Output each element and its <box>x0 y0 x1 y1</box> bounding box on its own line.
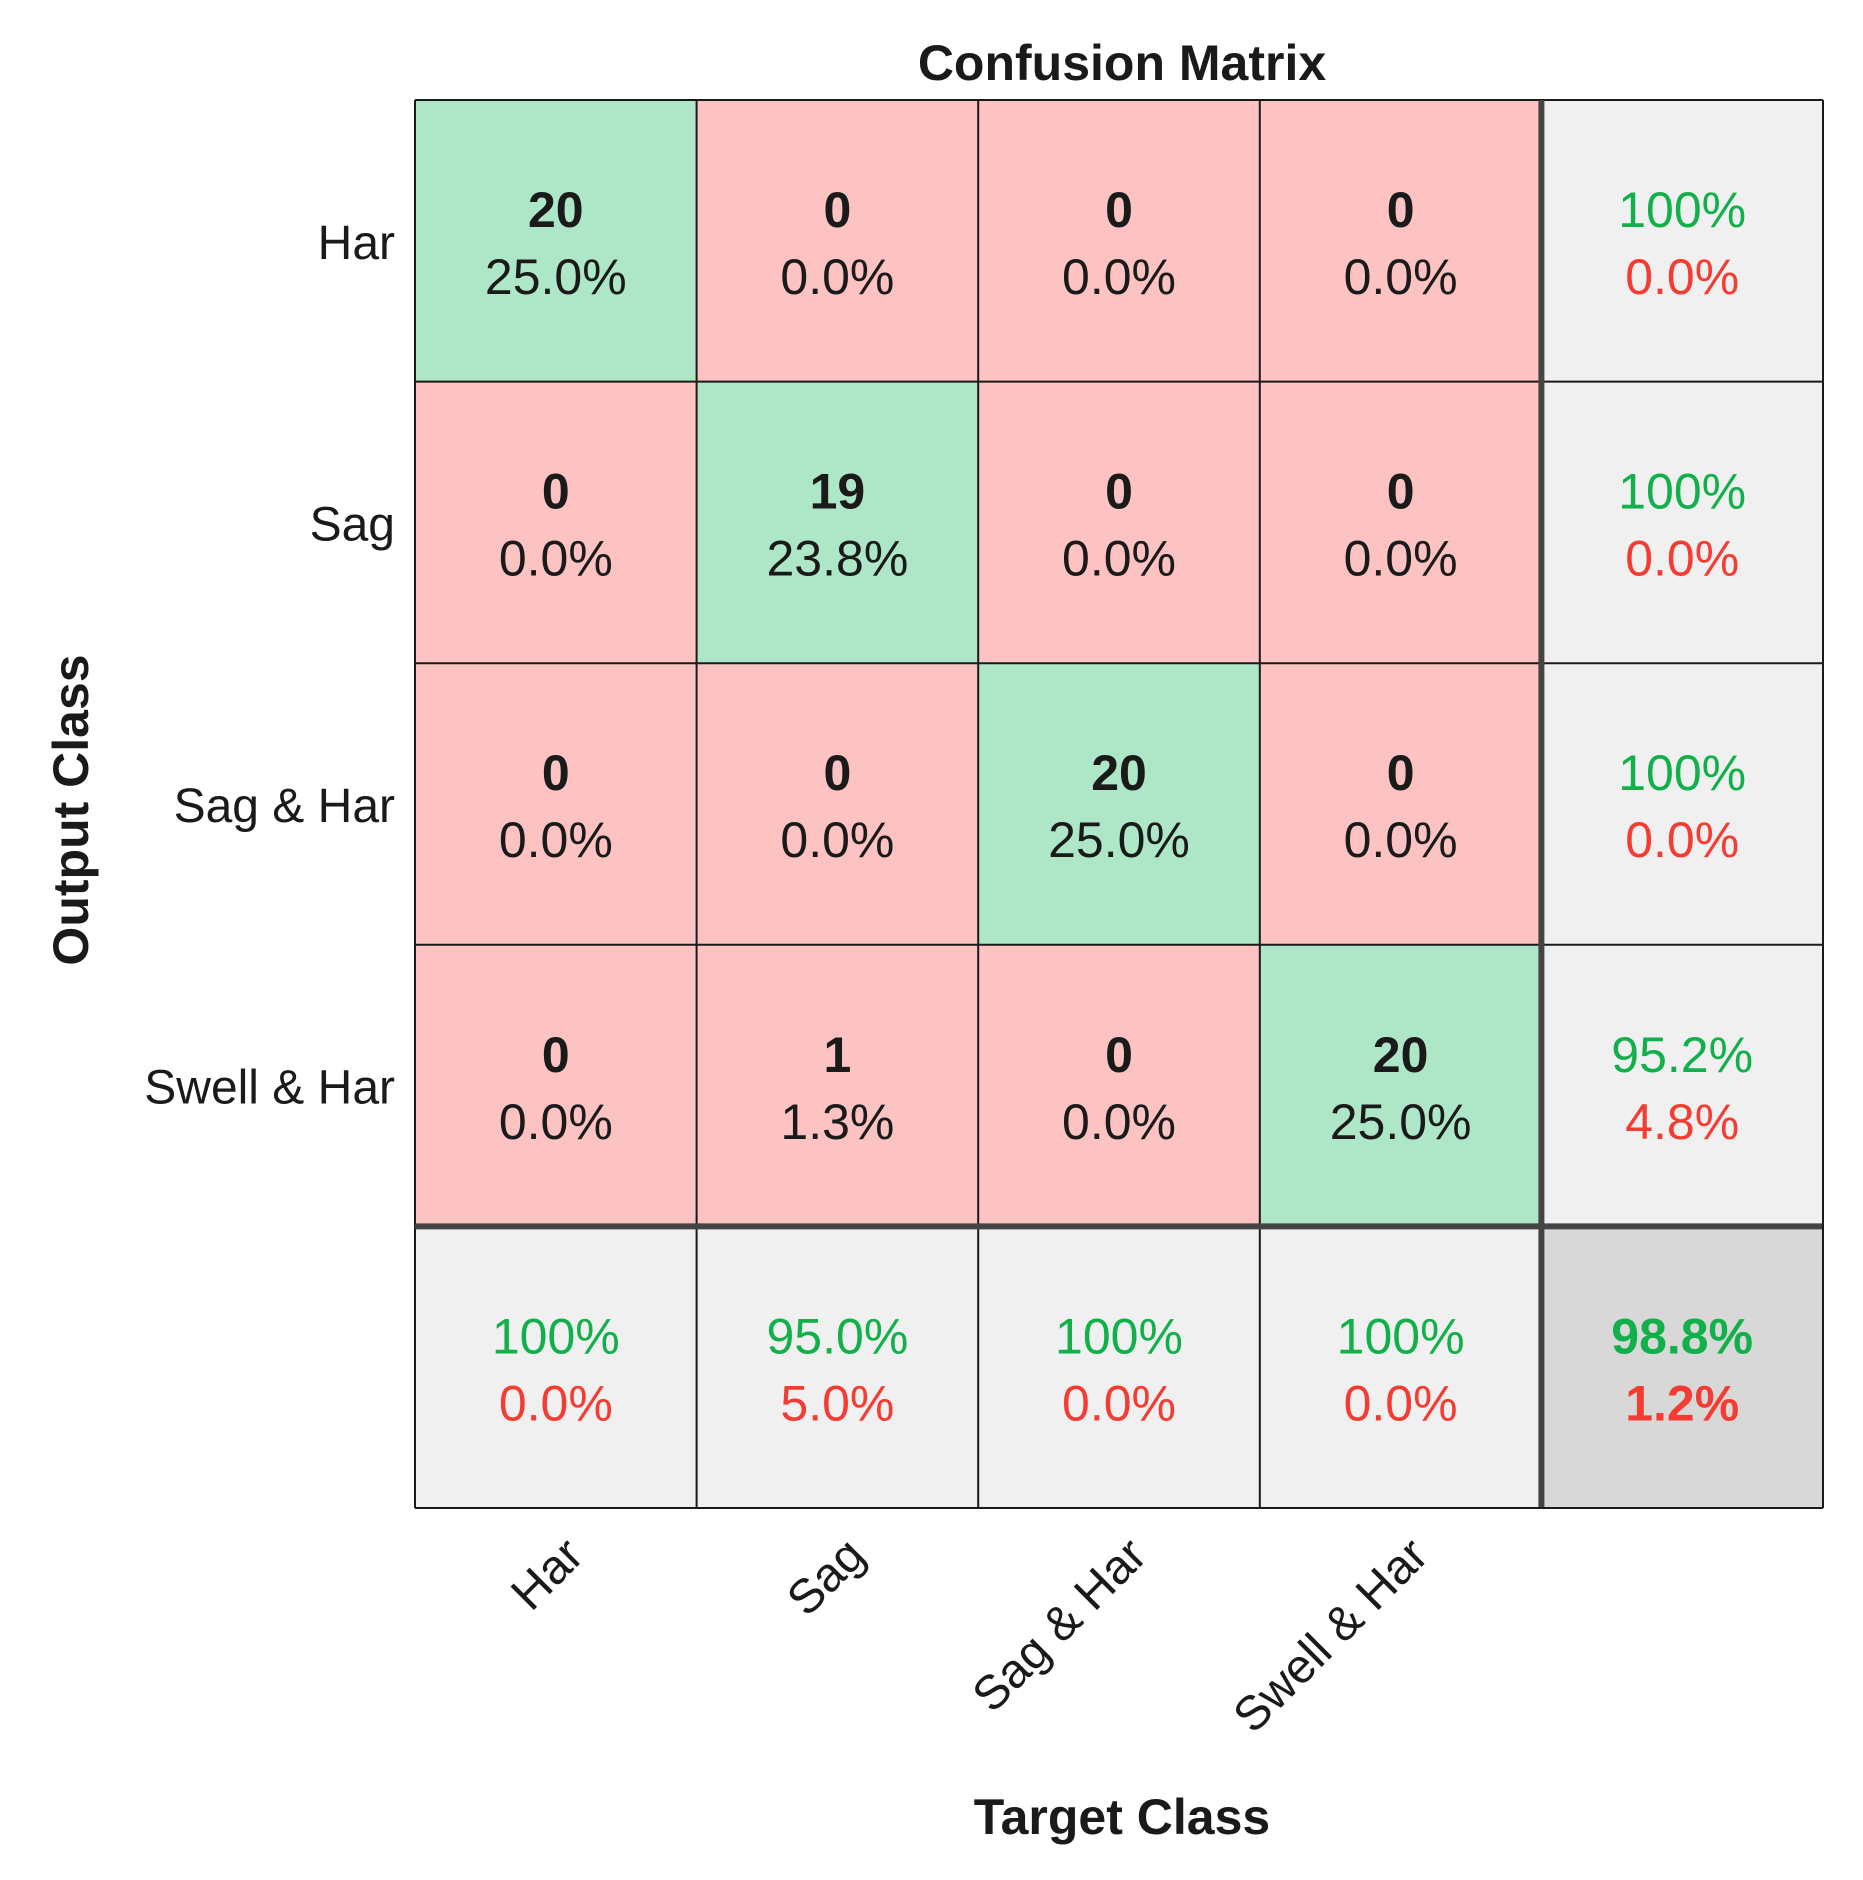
column-summary-cell <box>696 1226 979 1508</box>
column-error-rate: 0.0% <box>499 1375 613 1431</box>
row-summary-cell <box>1541 381 1823 664</box>
cell-percent: 0.0% <box>1062 249 1176 305</box>
cell-percent: 0.0% <box>1062 531 1176 587</box>
cell-count: 20 <box>1091 745 1147 801</box>
cell-percent: 25.0% <box>1330 1094 1472 1150</box>
cell-count: 0 <box>1387 745 1415 801</box>
cell-count: 0 <box>542 1027 570 1083</box>
x-tick-label-swell-har: Swell & Har <box>1224 1528 1439 1743</box>
cell-percent: 0.0% <box>499 531 613 587</box>
row-error-rate: 0.0% <box>1625 249 1739 305</box>
cell-count: 0 <box>823 745 851 801</box>
column-recall: 100% <box>1055 1308 1183 1364</box>
y-tick-label-sag: Sag <box>310 498 395 551</box>
cell-count: 0 <box>1387 182 1415 238</box>
cell-count: 0 <box>1105 464 1133 520</box>
row-error-rate: 0.0% <box>1625 812 1739 868</box>
row-error-rate: 4.8% <box>1625 1094 1739 1150</box>
cell-count: 1 <box>823 1027 851 1083</box>
cell-percent: 1.3% <box>780 1094 894 1150</box>
cell-count: 0 <box>823 182 851 238</box>
cell-percent: 25.0% <box>1048 812 1190 868</box>
y-tick-label-har: Har <box>318 217 395 270</box>
x-tick-label-sag: Sag <box>777 1528 875 1626</box>
cell-percent: 0.0% <box>780 812 894 868</box>
column-recall: 95.0% <box>767 1308 909 1364</box>
column-summary-cell <box>1259 1226 1542 1508</box>
matrix-cell-error <box>978 381 1260 664</box>
matrix-cell-error <box>1259 381 1542 664</box>
cell-count: 0 <box>1387 464 1415 520</box>
cell-percent: 0.0% <box>499 1094 613 1150</box>
column-error-rate: 0.0% <box>1062 1375 1176 1431</box>
cell-count: 20 <box>1373 1027 1429 1083</box>
column-summary-cell <box>415 1226 697 1508</box>
row-precision: 95.2% <box>1611 1027 1753 1083</box>
grid-line-layer <box>414 99 1824 1509</box>
cell-percent: 0.0% <box>780 249 894 305</box>
cell-percent: 0.0% <box>1344 812 1458 868</box>
matrix-cell-error <box>696 100 979 382</box>
overall-accuracy-cell <box>1541 1226 1823 1508</box>
chart-title: Confusion Matrix <box>918 35 1327 91</box>
matrix-cell-error <box>696 663 979 945</box>
cell-percent: 0.0% <box>1062 1094 1176 1150</box>
cell-count: 19 <box>810 464 866 520</box>
cell-percent: 0.0% <box>1344 531 1458 587</box>
matrix-cell-correct <box>696 381 979 664</box>
x-tick-label-har: Har <box>501 1528 593 1620</box>
row-precision: 100% <box>1618 745 1746 801</box>
matrix-cell-error <box>415 381 697 664</box>
y-axis-label: Output Class <box>43 654 99 965</box>
matrix-cell-error <box>978 944 1260 1227</box>
row-summary-cell <box>1541 944 1823 1227</box>
cell-count: 20 <box>528 182 584 238</box>
column-summary-cell <box>978 1226 1260 1508</box>
cell-percent: 25.0% <box>485 249 627 305</box>
matrix-cell-error <box>1259 100 1542 382</box>
matrix-cell-correct <box>978 663 1260 945</box>
x-tick-label-sag-har: Sag & Har <box>963 1528 1157 1722</box>
cell-count: 0 <box>542 745 570 801</box>
column-recall: 100% <box>492 1308 620 1364</box>
matrix-cell-error <box>415 663 697 945</box>
cell-count: 0 <box>1105 182 1133 238</box>
column-error-rate: 0.0% <box>1344 1375 1458 1431</box>
row-summary-cell <box>1541 100 1823 382</box>
row-summary-cell <box>1541 663 1823 945</box>
row-precision: 100% <box>1618 464 1746 520</box>
cell-layer <box>415 100 1823 1508</box>
matrix-cell-error <box>415 944 697 1227</box>
matrix-cell-correct <box>415 100 697 382</box>
matrix-cell-error <box>978 100 1260 382</box>
cell-percent: 0.0% <box>1344 249 1458 305</box>
y-tick-label-swell-har: Swell & Har <box>144 1062 395 1115</box>
x-axis-label: Target Class <box>974 1789 1270 1845</box>
matrix-cell-error <box>1259 663 1542 945</box>
matrix-cell-correct <box>1259 944 1542 1227</box>
row-error-rate: 0.0% <box>1625 531 1739 587</box>
overall-accuracy: 98.8% <box>1611 1308 1753 1364</box>
matrix-cell-error <box>696 944 979 1227</box>
y-tick-label-sag-har: Sag & Har <box>174 780 395 833</box>
overall-error-rate: 1.2% <box>1625 1375 1739 1431</box>
cell-percent: 0.0% <box>499 812 613 868</box>
cell-count: 0 <box>1105 1027 1133 1083</box>
column-recall: 100% <box>1337 1308 1465 1364</box>
cell-percent: 23.8% <box>767 531 909 587</box>
text-layer: Confusion Matrix Target Class Output Cla… <box>43 35 1753 1845</box>
cell-count: 0 <box>542 464 570 520</box>
row-precision: 100% <box>1618 182 1746 238</box>
column-error-rate: 5.0% <box>780 1375 894 1431</box>
